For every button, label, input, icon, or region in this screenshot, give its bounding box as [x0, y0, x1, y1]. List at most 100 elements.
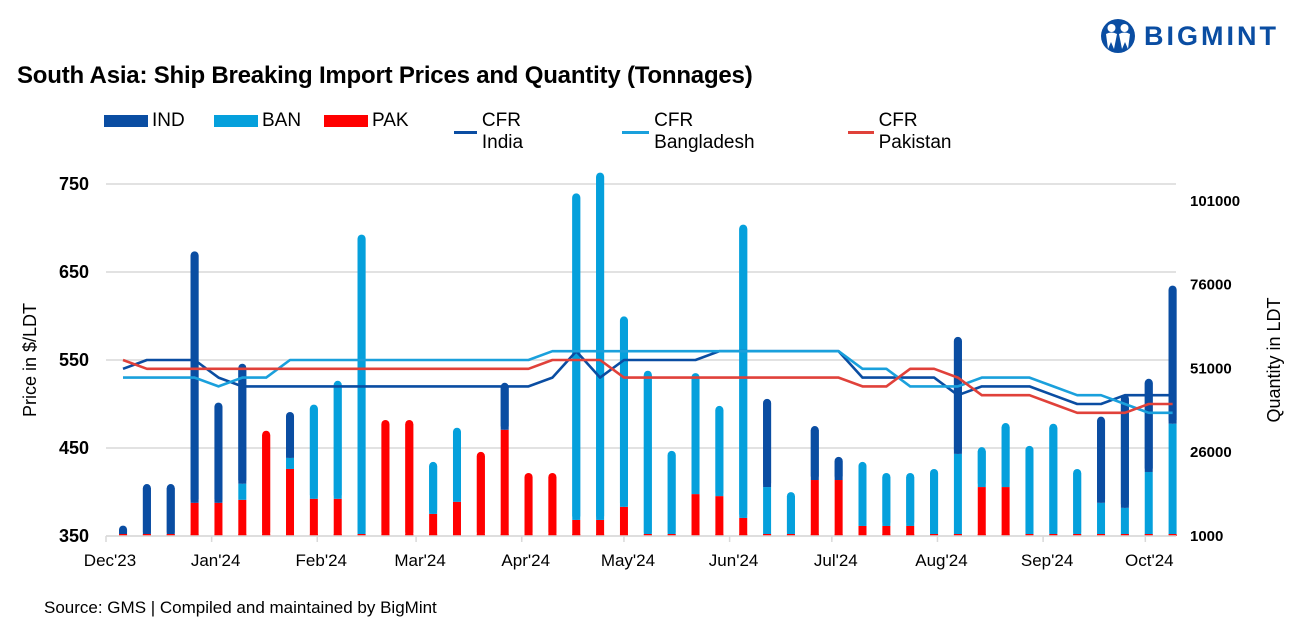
legend-swatch: [848, 130, 874, 134]
y-right-axis-title: Quantity in LDT: [1264, 297, 1284, 422]
bar-pak-body: [548, 476, 557, 536]
x-tick-label: Apr'24: [501, 551, 550, 570]
bar-ban-body: [739, 228, 748, 518]
bar-baseline-pak: [834, 534, 843, 536]
bar-ban-body: [1001, 427, 1010, 488]
legend-label: PAK: [372, 110, 409, 131]
bar-baseline-pak: [858, 534, 867, 536]
bar-baseline-pak: [548, 534, 557, 536]
bar-ind-body: [214, 406, 223, 503]
x-tick-label: Feb'24: [296, 551, 347, 570]
x-tick-label: Dec'23: [84, 551, 136, 570]
legend-label: CFR Pakistan: [878, 110, 952, 153]
x-tick-label: Jan'24: [191, 551, 241, 570]
bar-ban-body: [572, 197, 581, 520]
bar-ind-body: [810, 430, 819, 481]
bar-ban-body: [1025, 449, 1034, 536]
bar-pak: [1001, 487, 1010, 536]
bar-baseline-pak: [763, 534, 772, 536]
y-right-tick-label: 76000: [1190, 277, 1232, 294]
bar-ind-body: [953, 340, 962, 454]
bar-ban-body: [619, 320, 628, 507]
bar-baseline-pak: [476, 534, 485, 536]
chart-title: South Asia: Ship Breaking Import Prices …: [17, 62, 753, 89]
bar-ban: [1144, 471, 1153, 536]
bar-pak: [309, 498, 318, 536]
bar-ind-body: [142, 488, 151, 536]
bar-baseline-pak: [1120, 534, 1129, 536]
bar-pak: [452, 501, 461, 536]
bar-ban-body: [1049, 427, 1058, 536]
bigmint-logo: BIGMINT: [1100, 18, 1279, 54]
bar-pak: [500, 429, 509, 536]
x-tick-label: Oct'24: [1125, 551, 1174, 570]
bar-ind-body: [1097, 420, 1106, 503]
bar-ban: [238, 483, 247, 500]
bar-baseline-pak: [238, 534, 247, 536]
bar-baseline-pak: [977, 534, 986, 536]
bar-ind-body: [834, 460, 843, 481]
legend-item-cfr-india: CFR India: [454, 110, 536, 154]
bar-pak: [286, 468, 295, 536]
bar-baseline-pak: [1097, 534, 1106, 536]
bar-baseline-pak: [1144, 534, 1153, 536]
y-right-tick-label: 26000: [1190, 444, 1232, 461]
bar-ban-body: [715, 409, 724, 497]
bar-pak: [429, 513, 438, 536]
bar-ban: [1168, 423, 1177, 536]
bar-baseline-pak: [524, 534, 533, 536]
bar-pak: [572, 519, 581, 536]
bar-pak: [214, 502, 223, 536]
bar-ban-body: [691, 377, 700, 495]
bar-baseline-pak: [286, 534, 295, 536]
bar-ind-body: [286, 415, 295, 458]
bar-baseline-pak: [619, 534, 628, 536]
bar-ban: [1120, 507, 1129, 536]
bar-ban-body: [977, 451, 986, 488]
x-tick-label: Mar'24: [394, 551, 445, 570]
bar-ban-body: [309, 408, 318, 499]
bar-baseline-pak: [786, 534, 795, 536]
y-left-tick-label: 550: [59, 350, 89, 370]
bar-pak: [691, 494, 700, 536]
bar-baseline-pak: [715, 534, 724, 536]
bar-pak: [739, 517, 748, 536]
x-tick-label: May'24: [601, 551, 655, 570]
legend-item-pak: PAK: [324, 110, 409, 132]
bar-ind-body: [763, 402, 772, 488]
bar-pak: [333, 498, 342, 536]
x-tick-label: Sep'24: [1021, 551, 1073, 570]
bar-baseline-pak: [1025, 534, 1034, 536]
bar-pak: [619, 506, 628, 536]
bar-baseline-pak: [1001, 534, 1010, 536]
bar-baseline-pak: [190, 534, 199, 536]
bar-baseline-pak: [381, 534, 390, 536]
bar-pak-body: [524, 476, 533, 536]
bar-baseline-pak: [452, 534, 461, 536]
bar-pak-body: [405, 424, 414, 536]
bar-pak: [858, 525, 867, 536]
bar-ban-body: [452, 431, 461, 502]
x-tick-label: Jun'24: [709, 551, 759, 570]
y-right-tick-label: 101000: [1190, 193, 1240, 210]
line-cfr-india: [122, 349, 1173, 406]
legend-item-ban: BAN: [214, 110, 301, 132]
bar-pak: [882, 525, 891, 536]
bar-baseline-pak: [166, 534, 175, 536]
bar-pak-body: [476, 455, 485, 536]
bar-baseline-pak: [309, 534, 318, 536]
bar-pak: [834, 480, 843, 536]
legend-label: IND: [152, 110, 185, 131]
bar-baseline-pak: [667, 534, 676, 536]
logo-text: BIGMINT: [1144, 20, 1279, 51]
bar-baseline-pak: [953, 534, 962, 536]
line-cfr-bangladesh: [123, 349, 1173, 415]
bar-baseline-pak: [810, 534, 819, 536]
bar-baseline-pak: [1049, 534, 1058, 536]
bar-ban-body: [643, 374, 652, 536]
bar-baseline-pak: [882, 534, 891, 536]
bar-baseline-pak: [643, 534, 652, 536]
bar-ind-body: [1168, 289, 1177, 424]
bar-pak: [977, 487, 986, 536]
